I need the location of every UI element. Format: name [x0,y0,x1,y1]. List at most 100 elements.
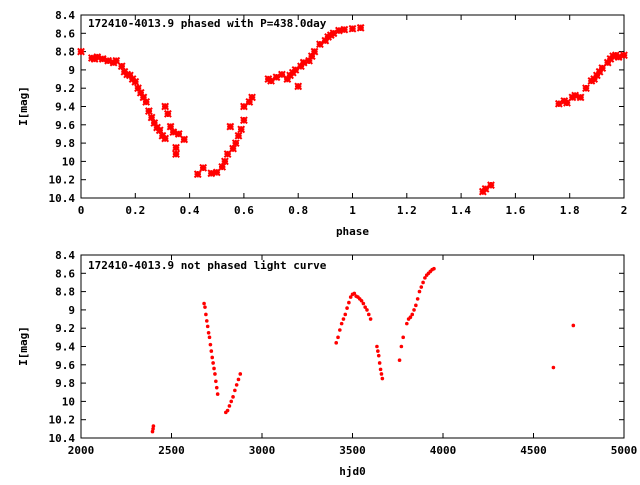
data-point [151,427,155,431]
data-point [582,84,590,93]
y-tick-label: 10.2 [49,414,76,427]
data-point [144,107,153,115]
data-point [234,383,239,387]
data-point [220,157,229,166]
data-point [412,308,416,312]
data-point [199,163,208,172]
data-point [204,319,209,323]
data-point [98,55,107,63]
data-point [421,280,425,285]
y-axis-label: I[mag] [17,326,30,366]
x-tick-label: 2 [621,204,628,217]
data-point [365,308,369,312]
data-point [352,291,357,296]
data-point [487,181,495,190]
y-tick-label: 8.8 [55,286,75,299]
data-point [343,312,348,317]
y-tick-label: 8.6 [55,27,75,40]
data-point [348,24,357,33]
data-point [205,324,210,329]
data-point [203,305,207,309]
data-point [161,102,170,111]
data-point [375,344,379,349]
data-point [419,285,424,289]
data-point [397,358,402,363]
data-point [174,130,183,138]
y-tick-label: 10.2 [49,174,76,187]
data-point [299,58,308,67]
data-point [215,392,220,396]
y-tick-label: 10 [62,395,75,408]
data-point [229,144,237,153]
data-point [432,266,436,271]
x-tick-label: 2000 [68,444,95,457]
data-point [223,150,232,158]
data-point [169,128,178,137]
x-tick-label: 1.6 [505,204,525,217]
data-point [237,125,246,134]
chart-title: 172410-4013.9 not phased light curve [88,259,327,272]
y-tick-label: 10 [62,155,75,168]
data-point [620,51,628,60]
plot-frame [80,254,625,439]
data-point [401,335,405,340]
x-tick-label: 1.2 [397,204,417,217]
data-point [208,342,213,347]
y-tick-label: 9.8 [55,377,75,390]
data-point [131,77,140,86]
data-point [226,122,235,131]
data-point [77,47,85,56]
x-tick-label: 0.8 [288,204,308,217]
y-tick-label: 9.8 [55,137,75,150]
data-point [142,98,151,106]
data-point [291,65,300,74]
data-point [212,168,221,177]
y-tick-label: 10.4 [49,192,76,205]
data-point [227,404,232,408]
data-point [378,367,383,372]
x-tick-label: 0 [78,204,85,217]
data-point [340,25,349,34]
data-point [180,135,189,144]
data-point [209,349,214,353]
data-point [598,64,607,72]
y-tick-label: 9.6 [55,359,75,372]
y-tick-label: 9 [68,64,75,77]
data-point [112,56,121,65]
data-point [415,297,420,301]
data-point [361,301,366,306]
y-tick-label: 9.6 [55,119,75,132]
data-point [233,388,237,393]
data-point [336,335,340,340]
data-point [334,341,339,345]
y-axis-label: I[mag] [17,86,30,126]
data-point [359,298,364,303]
data-point [206,330,211,335]
x-tick-label: 1.4 [451,204,471,217]
x-tick-label: 3500 [339,444,366,457]
data-point [410,312,415,317]
data-point [329,29,338,38]
data-point [551,365,556,370]
data-point [193,170,202,179]
data-point [214,379,218,384]
y-tick-label: 8.8 [55,46,75,59]
data-point [576,93,585,102]
x-tick-label: 0.4 [180,204,200,217]
x-tick-label: 4500 [520,444,547,457]
data-point [172,143,180,152]
x-tick-label: 1 [349,204,356,217]
data-point [93,53,102,61]
data-point [345,306,349,310]
data-point [376,353,381,358]
x-axis-label: phase [336,225,369,238]
x-tick-label: 0.6 [234,204,254,217]
data-point [379,372,384,376]
data-point [239,116,248,125]
data-point [161,134,170,143]
data-point [377,361,382,365]
y-tick-label: 9 [68,304,75,317]
data-point [236,377,241,382]
